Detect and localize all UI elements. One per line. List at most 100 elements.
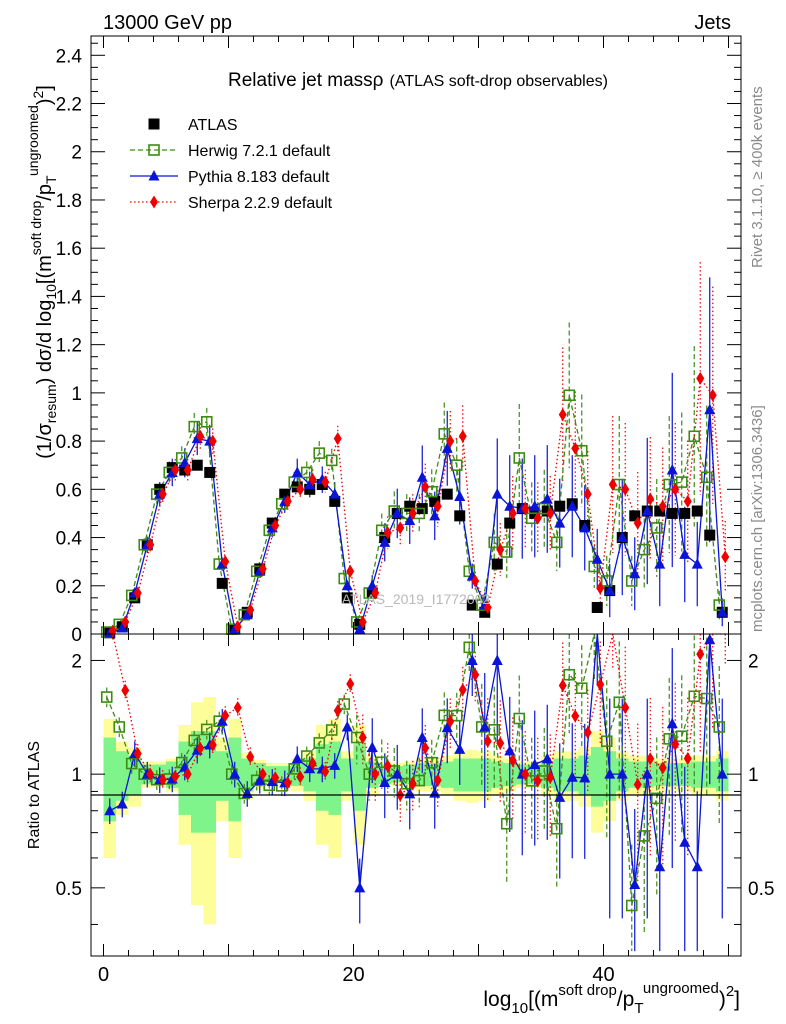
pythia-main-point-16 <box>304 478 316 489</box>
sherpa-main-point-5 <box>171 463 180 477</box>
pythia-main-point-1 <box>116 621 128 633</box>
herwig-ratio-point-35 <box>538 765 551 777</box>
axis-ticks <box>91 36 741 956</box>
xlabel-part-2: [(m <box>528 988 558 1011</box>
ylabel-part-9: ) <box>34 98 56 105</box>
legend-label-atlas: ATLAS <box>188 117 238 134</box>
sherpa-main-point-41 <box>621 482 630 496</box>
atlas-point-39 <box>591 601 603 613</box>
atlas-point-32 <box>504 517 516 529</box>
herwig-ratio-point-0 <box>100 691 113 703</box>
ylabel-part-4: [(m <box>34 255 56 284</box>
band-inner-8 <box>203 731 216 833</box>
sherpa-main-point-33 <box>521 502 530 516</box>
herwig-ratio-point-40 <box>600 735 613 748</box>
band-inner-31 <box>491 761 504 788</box>
y-tick-label-3: 0.6 <box>56 480 82 501</box>
pythia-ratio-point-34 <box>529 758 541 770</box>
pythia-main-point-22 <box>379 536 391 547</box>
herwig-ratio-point-18 <box>325 724 338 736</box>
atlas-point-28 <box>454 510 466 522</box>
chart-title-main: Relative jet massρ <box>228 70 384 91</box>
pythia-ratio-point-16 <box>304 762 316 774</box>
atlas-point-42 <box>629 510 641 522</box>
band-inner-11 <box>241 758 254 792</box>
sherpa-main-point-7 <box>196 429 205 443</box>
atlas-point-24 <box>404 500 416 512</box>
herwig-main-point-40 <box>600 575 613 587</box>
pythia-main-point-37 <box>566 500 578 511</box>
pythia-ratio-point-29 <box>466 654 478 665</box>
sherpa-main-point-15 <box>296 482 305 496</box>
band-inner-9 <box>216 751 229 801</box>
ylabel-part-2: ) dσ/d log <box>34 300 56 385</box>
herwig-ratio-point-28 <box>450 709 463 722</box>
sherpa-main-point-17 <box>321 475 330 489</box>
sherpa-ratio-point-6 <box>183 767 192 781</box>
herwig-main-point-18 <box>325 454 338 467</box>
band-inner-27 <box>441 761 454 788</box>
sherpa-ratio-point-43 <box>646 752 655 766</box>
herwig-ratio-point-7 <box>188 734 201 747</box>
sherpa-ratio-point-10 <box>233 701 242 715</box>
sherpa-main-point-28 <box>458 429 467 443</box>
atlas-point-31 <box>491 558 503 570</box>
sherpa-ratio-point-15 <box>296 770 305 784</box>
ratio-tick-label-left-1: 1 <box>71 765 82 786</box>
sherpa-main-point-42 <box>633 516 642 530</box>
x-tick-label-1: 20 <box>342 964 364 986</box>
atlas-point-2 <box>129 592 141 604</box>
sherpa-ratio-point-28 <box>458 683 467 697</box>
pythia-ratio-point-44 <box>654 860 666 872</box>
legend-marker-atlas <box>148 118 160 130</box>
sherpa-ratio-point-16 <box>308 757 317 771</box>
ylabel-part-1: resum <box>43 384 59 423</box>
header-process: Jets <box>694 12 731 34</box>
ylabel-part-7: T <box>43 175 59 184</box>
legend-label-pythia: Pythia 8.183 default <box>188 169 330 186</box>
sherpa-main-point-11 <box>246 603 255 617</box>
sherpa-ratio-point-2 <box>133 747 142 761</box>
herwig-ratio-point-44 <box>650 792 663 805</box>
sherpa-main-point-43 <box>646 492 655 506</box>
herwig-main-point-26 <box>425 485 438 498</box>
ylabel-part-5: soft drop <box>28 201 44 256</box>
herwig-ratio-point-49 <box>713 721 726 733</box>
pythia-ratio-point-21 <box>366 741 378 752</box>
herwig-ratio-point-27 <box>438 709 451 722</box>
pythia-main-point-20 <box>354 623 366 634</box>
sherpa-ratio-point-4 <box>158 773 167 787</box>
sherpa-ratio-point-22 <box>383 759 392 773</box>
atlas-point-9 <box>216 577 228 589</box>
sherpa-ratio-point-35 <box>546 770 555 784</box>
sherpa-ratio-point-39 <box>596 677 605 691</box>
y-tick-label-2: 0.4 <box>56 529 83 550</box>
sherpa-main-point-14 <box>283 494 292 508</box>
sherpa-main-point-24 <box>408 506 417 520</box>
pythia-main-line <box>109 409 723 634</box>
pythia-main-point-31 <box>491 488 503 499</box>
ylabel-part-10: 2 <box>30 90 46 98</box>
sherpa-main-point-39 <box>596 581 605 595</box>
ratio-tick-label-left-2: 2 <box>71 651 82 672</box>
herwig-main-point-33 <box>513 452 526 464</box>
sherpa-ratio-point-19 <box>346 677 355 691</box>
atlas-point-17 <box>316 479 328 490</box>
sherpa-ratio-point-32 <box>508 753 517 767</box>
pythia-main-point-35 <box>541 492 553 504</box>
pythia-main-point-45 <box>666 464 678 475</box>
sherpa-main-point-21 <box>371 586 380 600</box>
herwig-main-point-37 <box>563 389 576 402</box>
atlas-point-7 <box>191 459 203 471</box>
herwig-ratio-point-45 <box>663 733 676 745</box>
site-label: mcplots.cern.ch [arXiv:1306.3436] <box>749 405 766 632</box>
pythia-ratio-point-12 <box>254 774 266 785</box>
data-markers <box>100 371 730 912</box>
y-tick-label-12: 2.4 <box>56 46 83 67</box>
pythia-ratio-point-37 <box>566 771 578 782</box>
x-tick-label-2: 40 <box>592 964 614 986</box>
herwig-main-point-15 <box>288 476 301 488</box>
sherpa-main-point-13 <box>271 518 280 532</box>
y-tick-label-7: 1.4 <box>56 287 83 308</box>
pythia-main-point-18 <box>329 488 341 499</box>
